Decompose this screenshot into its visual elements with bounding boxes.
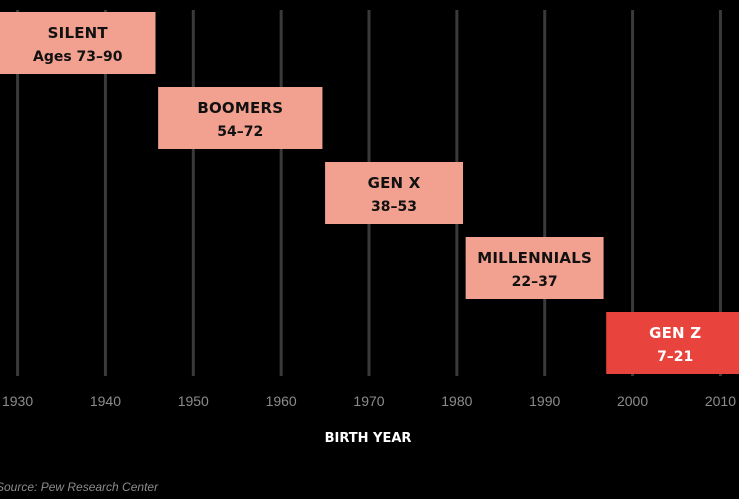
generation-name-millennials: MILLENNIALS xyxy=(477,249,592,267)
x-tick-label-1930: 1930 xyxy=(2,393,33,409)
generation-name-boomers: BOOMERS xyxy=(197,99,283,117)
generation-gen-z: GEN Z 7–21 xyxy=(606,312,739,374)
generation-ages-boomers: 54–72 xyxy=(217,124,263,140)
x-axis-title: BIRTH YEAR xyxy=(325,431,412,446)
generation-bar-gen-x xyxy=(325,162,464,224)
generation-boomers: BOOMERS 54–72 xyxy=(158,87,323,149)
generation-name-silent: SILENT xyxy=(48,24,109,42)
generation-gen-x: GEN X 38–53 xyxy=(325,162,464,224)
x-tick-label-2000: 2000 xyxy=(617,393,648,409)
generation-millennials: MILLENNIALS 22–37 xyxy=(465,237,604,299)
generation-bar-boomers xyxy=(158,87,323,149)
x-tick-label-2010: 2010 xyxy=(705,393,736,409)
generation-ages-gen-x: 38–53 xyxy=(371,199,417,215)
generation-bar-millennials xyxy=(465,237,604,299)
generation-ages-millennials: 22–37 xyxy=(512,274,558,290)
generation-ages-silent: Ages 73–90 xyxy=(33,49,123,65)
x-tick-label-1980: 1980 xyxy=(441,393,472,409)
generation-name-gen-x: GEN X xyxy=(368,174,421,192)
x-tick-label-1970: 1970 xyxy=(353,393,384,409)
source-note: Source: Pew Research Center xyxy=(0,480,159,494)
generation-bars: SILENT Ages 73–90 BOOMERS 54–72 GEN X 38–53 MI… xyxy=(0,12,739,374)
x-tick-label-1950: 1950 xyxy=(178,393,209,409)
generation-bar-gen-z xyxy=(606,312,739,374)
generation-ages-gen-z: 7–21 xyxy=(657,349,693,365)
generation-name-gen-z: GEN Z xyxy=(649,324,701,342)
generation-silent: SILENT Ages 73–90 xyxy=(0,12,156,74)
generation-bar-silent xyxy=(0,12,156,74)
x-tick-label-1990: 1990 xyxy=(529,393,560,409)
x-axis-ticks: 1930 1940 1950 1960 1970 1980 1990 2000 2010 xyxy=(2,393,736,409)
x-tick-label-1940: 1940 xyxy=(90,393,121,409)
x-tick-label-1960: 1960 xyxy=(266,393,297,409)
